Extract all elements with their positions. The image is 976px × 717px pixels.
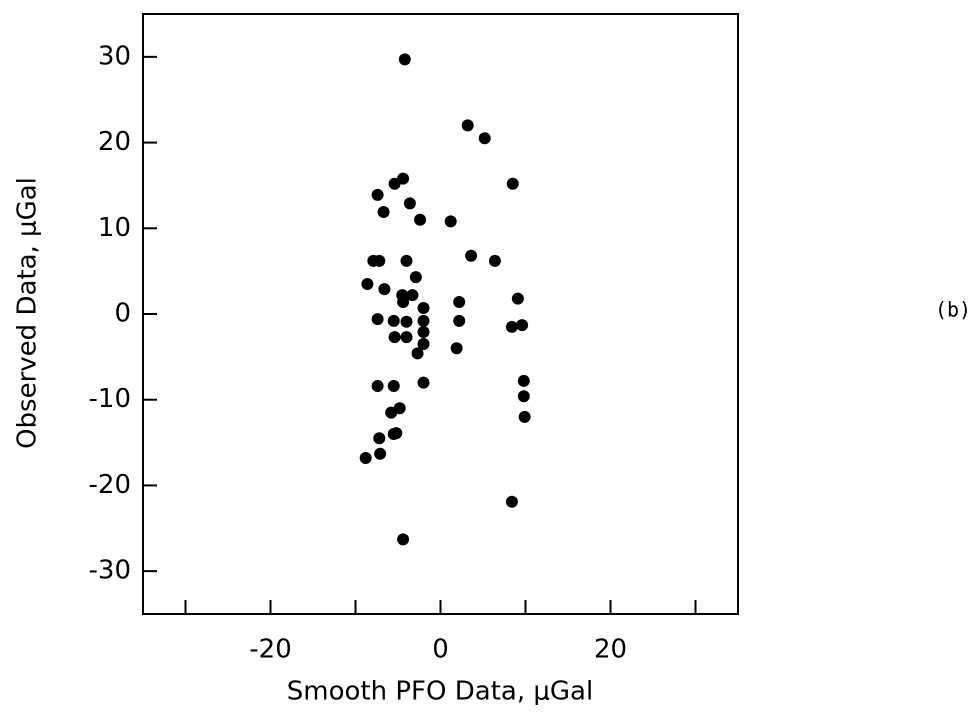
point xyxy=(385,406,398,419)
point xyxy=(417,314,430,327)
y-tick-label: -30 xyxy=(89,556,131,586)
point xyxy=(398,53,411,66)
point xyxy=(417,376,430,389)
point xyxy=(390,427,403,440)
point xyxy=(400,315,413,328)
point xyxy=(417,338,430,350)
point xyxy=(461,119,474,132)
x-tick-label: 0 xyxy=(432,635,449,665)
point xyxy=(465,249,478,262)
point xyxy=(511,292,524,305)
point xyxy=(414,213,427,226)
point xyxy=(417,302,430,314)
point xyxy=(403,197,416,210)
point xyxy=(505,495,518,508)
y-tick-label: 20 xyxy=(98,127,131,157)
point xyxy=(444,215,457,228)
annotation: (b) xyxy=(935,298,971,322)
x-axis-label: Smooth PFO Data, μGal xyxy=(287,677,593,707)
point xyxy=(371,188,384,201)
point xyxy=(411,347,424,360)
point xyxy=(409,271,422,284)
point xyxy=(371,380,384,392)
point xyxy=(506,177,519,190)
point xyxy=(374,447,387,460)
point xyxy=(377,206,390,218)
point xyxy=(400,331,413,344)
point xyxy=(397,296,410,308)
point xyxy=(478,132,491,145)
point xyxy=(518,410,531,423)
point xyxy=(397,533,410,546)
point xyxy=(361,278,374,290)
point xyxy=(453,314,466,327)
point xyxy=(387,314,400,327)
point xyxy=(488,254,501,267)
point xyxy=(505,320,518,333)
point xyxy=(373,432,386,445)
plot-frame xyxy=(142,13,739,615)
y-tick-label: -20 xyxy=(89,470,131,500)
point xyxy=(400,254,413,267)
point xyxy=(371,313,384,326)
point xyxy=(378,283,391,296)
point xyxy=(387,380,400,392)
point xyxy=(373,254,386,267)
point xyxy=(450,342,463,355)
point xyxy=(417,326,430,338)
x-tick-label: 20 xyxy=(594,635,627,665)
y-tick-label: -10 xyxy=(89,384,131,414)
y-tick-label: 10 xyxy=(98,213,131,243)
point xyxy=(453,296,466,308)
point xyxy=(516,319,529,332)
y-axis-label: Observed Data, μGal xyxy=(13,177,43,449)
point xyxy=(517,390,530,403)
y-tick-label: 30 xyxy=(98,41,131,71)
point xyxy=(388,177,401,190)
point xyxy=(517,374,530,387)
x-tick-label: -20 xyxy=(249,635,291,665)
point xyxy=(359,452,372,464)
point xyxy=(406,289,419,302)
point xyxy=(388,331,401,344)
y-tick-label: 0 xyxy=(114,299,131,329)
